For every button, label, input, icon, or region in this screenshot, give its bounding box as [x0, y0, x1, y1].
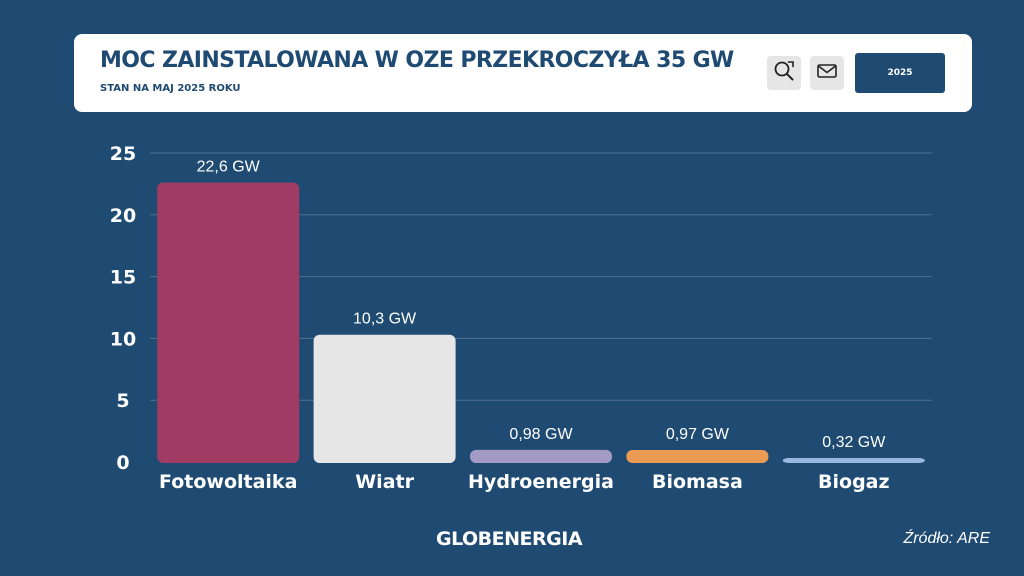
- zoom-button[interactable]: [767, 56, 801, 90]
- chart-title: MOC ZAINSTALOWANA W OZE PRZEKROCZYŁA 35 …: [100, 48, 734, 73]
- bar-value-label: 0,98 GW: [509, 426, 573, 443]
- bar-value-label: 0,97 GW: [666, 426, 730, 443]
- header-card: MOC ZAINSTALOWANA W OZE PRZEKROCZYŁA 35 …: [74, 34, 972, 112]
- y-tick-label: 20: [110, 205, 136, 227]
- x-tick-label: Biomasa: [652, 471, 743, 493]
- y-tick-label: 0: [116, 452, 129, 474]
- x-tick-label: Hydroenergia: [468, 471, 614, 493]
- zoom-icon: [773, 60, 795, 87]
- bar: [157, 182, 300, 463]
- chart-subtitle: STAN NA MAJ 2025 ROKU: [100, 83, 241, 94]
- x-tick-label: Wiatr: [355, 471, 414, 493]
- bar: [782, 458, 925, 463]
- bar: [313, 334, 456, 463]
- y-tick-label: 5: [116, 390, 129, 412]
- bar-value-label: 22,6 GW: [197, 159, 261, 176]
- year-button[interactable]: 2025: [855, 53, 945, 93]
- source-note: Źródło: ARE: [903, 530, 990, 547]
- share-mail-button[interactable]: [810, 56, 844, 90]
- bar: [470, 449, 612, 463]
- mail-icon: [816, 60, 838, 87]
- y-tick-label: 25: [110, 143, 136, 165]
- x-tick-label: Fotowoltaika: [159, 471, 297, 493]
- bar-value-label: 10,3 GW: [353, 311, 417, 328]
- bar: [626, 450, 769, 463]
- bar-value-label: 0,32 GW: [822, 434, 886, 451]
- y-tick-label: 10: [110, 328, 136, 350]
- y-tick-label: 15: [110, 267, 136, 289]
- x-tick-label: Biogaz: [818, 471, 890, 493]
- brand-logo: GLOBENERGIA: [436, 528, 583, 550]
